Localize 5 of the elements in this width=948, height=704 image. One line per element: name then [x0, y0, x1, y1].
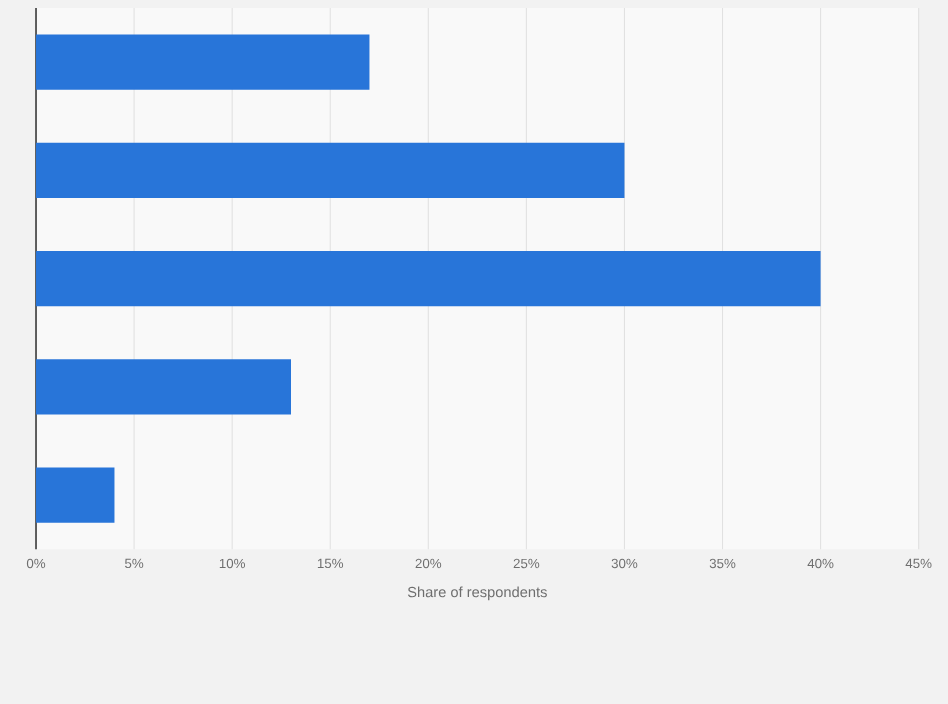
- bar: [36, 359, 291, 415]
- bar: [36, 34, 370, 90]
- bar: [36, 251, 821, 307]
- bar: [36, 142, 625, 198]
- bar: [36, 467, 115, 523]
